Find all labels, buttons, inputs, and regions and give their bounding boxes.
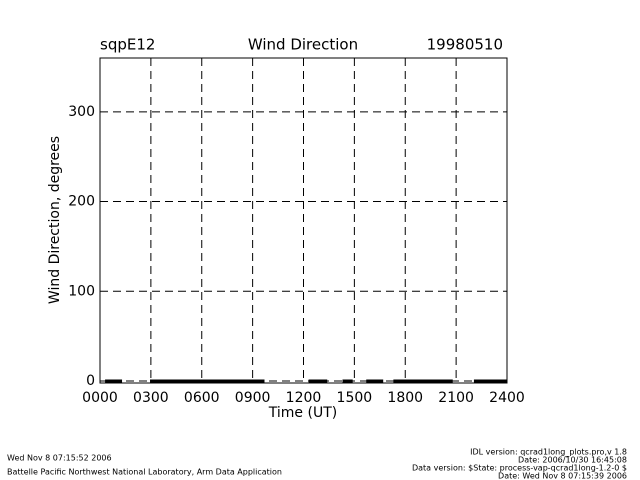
x-tick-label: 1200 bbox=[286, 390, 322, 406]
y-tick-label: 100 bbox=[68, 283, 95, 299]
chart-title: Wind Direction bbox=[248, 36, 358, 54]
y-tick-label: 300 bbox=[68, 104, 95, 120]
y-axis-label: Wind Direction, degrees bbox=[47, 136, 63, 304]
x-tick-label: 2400 bbox=[489, 390, 525, 406]
x-tick-label: 0900 bbox=[235, 390, 271, 406]
x-tick-label: 1500 bbox=[337, 390, 373, 406]
x-tick-label: 1800 bbox=[387, 390, 423, 406]
footer-left: Battelle Pacific Northwest National Labo… bbox=[7, 468, 282, 477]
site-label: sqpE12 bbox=[100, 36, 155, 54]
y-tick-label: 200 bbox=[68, 194, 95, 210]
footer-left: Wed Nov 8 07:15:52 2006 bbox=[7, 454, 112, 463]
x-tick-label: 0600 bbox=[184, 390, 220, 406]
date-label: 19980510 bbox=[427, 36, 503, 54]
footer-right: Data version: $State: process-vap-qcrad1… bbox=[412, 464, 627, 473]
x-tick-label: 2100 bbox=[438, 390, 474, 406]
footer-right: IDL version: qcrad1long_plots.pro,v 1.8 bbox=[470, 448, 627, 457]
footer-right: Date: 2006/10/30 16:45:08 bbox=[518, 456, 627, 465]
x-tick-label: 0000 bbox=[82, 390, 118, 406]
x-tick-label: 0300 bbox=[133, 390, 169, 406]
y-tick-label: 0 bbox=[86, 373, 95, 389]
footer-right: Date: Wed Nov 8 07:15:39 2006 bbox=[498, 472, 627, 480]
x-axis-label: Time (UT) bbox=[268, 405, 337, 421]
